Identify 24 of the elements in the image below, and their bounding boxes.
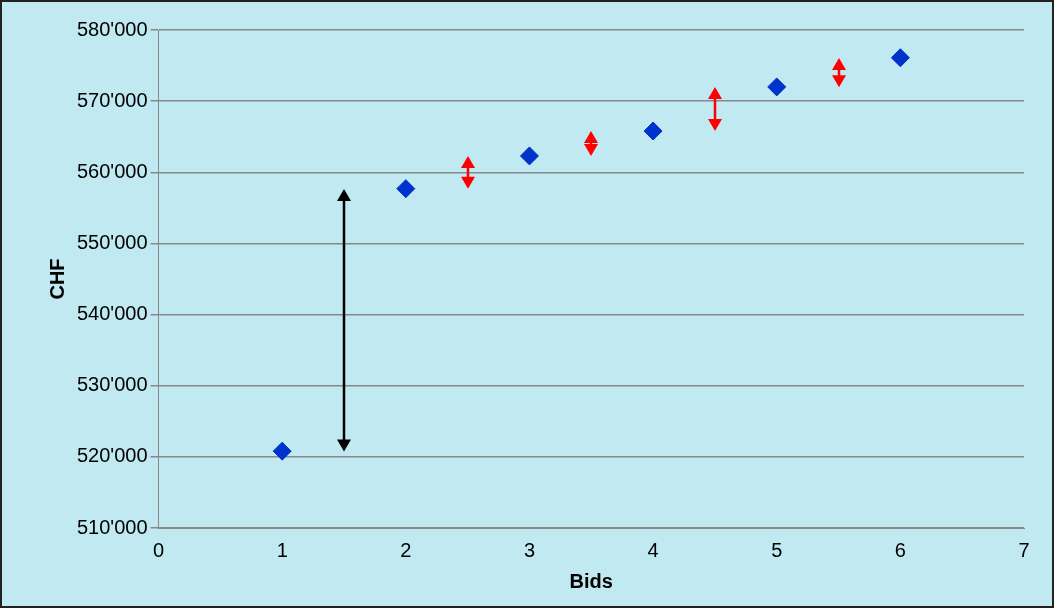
y-axis-title: CHF [45, 258, 68, 300]
y-tick-label: 570'000 [76, 88, 148, 111]
point [890, 48, 910, 68]
point [643, 121, 663, 141]
y-tick-label: 510'000 [76, 515, 148, 538]
x-tick-label: 1 [276, 538, 288, 561]
y-tick-label: 540'000 [76, 302, 148, 325]
y-tick-label: 550'000 [76, 230, 148, 253]
y-tick-label: 580'000 [76, 17, 148, 40]
point [767, 77, 787, 97]
x-tick-label: 0 [152, 538, 165, 561]
y-tick-label: 520'000 [76, 444, 148, 467]
y-tick-label: 530'000 [76, 373, 148, 396]
x-tick-label: 3 [523, 538, 536, 561]
point [272, 441, 292, 461]
x-tick-label: 2 [400, 538, 412, 561]
y-tick-label: 560'000 [76, 159, 148, 182]
x-tick-label: 7 [1018, 538, 1030, 561]
x-tick-label: 4 [647, 538, 659, 561]
x-tick-label: 5 [771, 538, 783, 561]
point [396, 179, 416, 199]
x-tick-label: 6 [894, 538, 906, 561]
x-axis-title: Bids [569, 569, 613, 592]
point [519, 146, 539, 166]
